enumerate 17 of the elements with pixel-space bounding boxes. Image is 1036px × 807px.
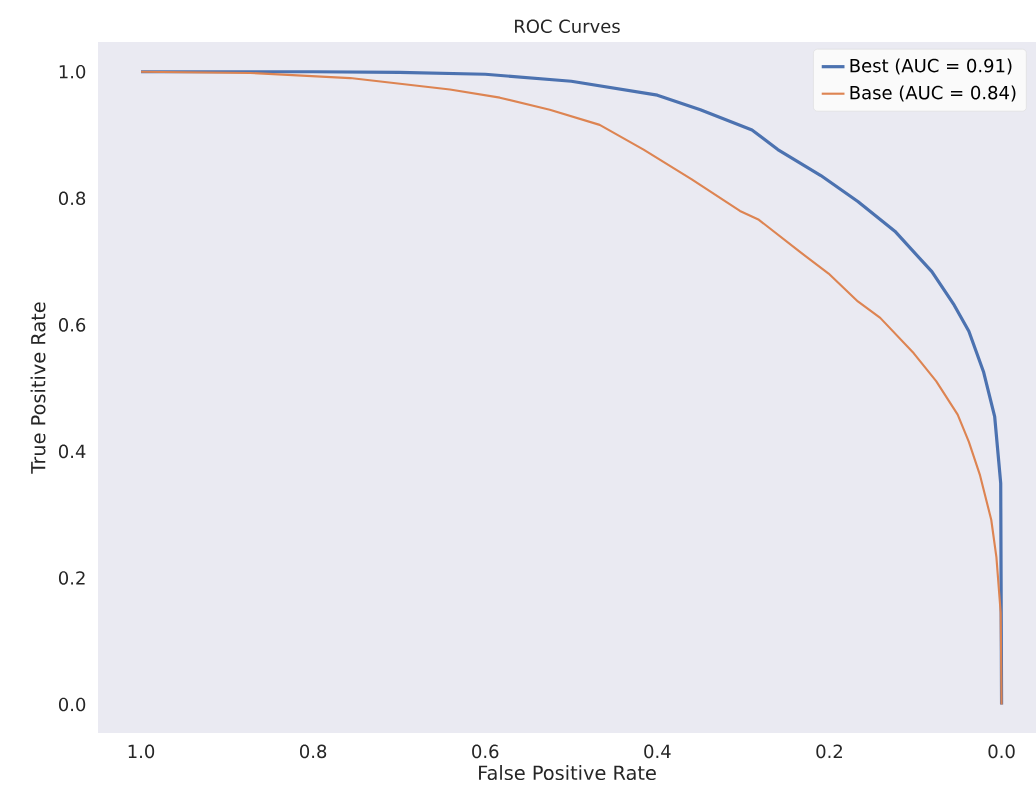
- y-tick-label: 0.4: [58, 444, 86, 459]
- y-axis-title: True Positive Rate: [30, 302, 46, 474]
- y-tick-label: 0.6: [58, 318, 86, 332]
- x-tick-label: 1.0: [128, 744, 155, 759]
- chart-title: ROC Curves: [515, 19, 620, 34]
- y-tick-label: 0.2: [58, 571, 85, 585]
- x-axis-title: False Positive Rate: [479, 765, 656, 781]
- legend-label: Best (AUC = 0.91): [850, 58, 1012, 75]
- x-tick-label: 0.0: [988, 744, 1015, 759]
- y-tick-label: 0.8: [58, 191, 86, 206]
- x-tick-label: 0.2: [816, 744, 842, 759]
- x-tick-label: 0.4: [644, 744, 671, 759]
- legend-label: Base (AUC = 0.84): [850, 85, 1016, 102]
- y-tick-label: 1.0: [59, 64, 86, 79]
- x-tick-label: 0.8: [300, 744, 327, 759]
- y-tick-label: 0.0: [58, 697, 86, 712]
- x-tick-label: 0.6: [472, 744, 499, 759]
